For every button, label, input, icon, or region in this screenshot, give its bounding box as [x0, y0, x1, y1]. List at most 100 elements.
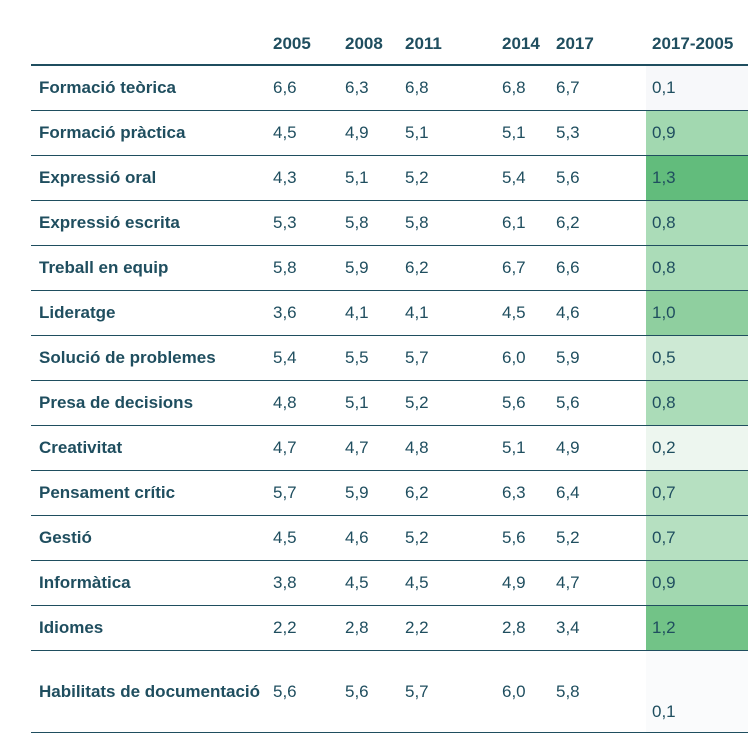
cell-2014: 5,6: [494, 380, 548, 426]
cell-2011: 4,1: [397, 290, 494, 336]
cell-2014: 6,1: [494, 200, 548, 246]
cell-2014: 6,3: [494, 470, 548, 516]
cell-2017: 5,6: [548, 380, 646, 426]
cell-diff: 0,8: [646, 380, 748, 426]
table-row: Expressió escrita 5,3 5,8 5,8 6,1 6,2 0,8: [31, 200, 748, 246]
cell-2014: 5,6: [494, 515, 548, 561]
row-label: Expressió oral: [31, 155, 265, 201]
cell-2005: 5,8: [265, 245, 337, 291]
cell-2011: 4,5: [397, 560, 494, 606]
cell-2005: 5,7: [265, 470, 337, 516]
cell-diff: 0,5: [646, 335, 748, 381]
cell-2005: 4,5: [265, 515, 337, 561]
table-row: Solució de problemes 5,4 5,5 5,7 6,0 5,9 0,5: [31, 335, 748, 381]
cell-2017: 6,4: [548, 470, 646, 516]
cell-2005: 4,3: [265, 155, 337, 201]
row-label-text: Habilitats de documentació: [39, 681, 261, 701]
cell-2017: 5,2: [548, 515, 646, 561]
cell-2017: 5,8: [548, 650, 646, 733]
row-label: Habilitats de documentació: [31, 650, 265, 733]
table-row: Expressió oral 4,3 5,1 5,2 5,4 5,6 1,3: [31, 155, 748, 201]
cell-2017: 4,7: [548, 560, 646, 606]
row-label: Formació pràctica: [31, 110, 265, 156]
cell-2005: 4,7: [265, 425, 337, 471]
cell-2011: 5,2: [397, 155, 494, 201]
table-row: Creativitat 4,7 4,7 4,8 5,1 4,9 0,2: [31, 425, 748, 471]
cell-diff: 0,8: [646, 245, 748, 291]
row-label: Informàtica: [31, 560, 265, 606]
cell-2014: 4,9: [494, 560, 548, 606]
cell-2014: 5,1: [494, 425, 548, 471]
table-row: Formació pràctica 4,5 4,9 5,1 5,1 5,3 0,9: [31, 110, 748, 156]
cell-2017: 6,7: [548, 65, 646, 111]
cell-2014: 6,7: [494, 245, 548, 291]
header-label: [31, 23, 265, 66]
cell-2008: 4,1: [337, 290, 397, 336]
cell-2008: 5,9: [337, 470, 397, 516]
row-label: Formació teòrica: [31, 65, 265, 111]
cell-2008: 4,6: [337, 515, 397, 561]
cell-2005: 3,6: [265, 290, 337, 336]
cell-2008: 4,5: [337, 560, 397, 606]
cell-2014: 6,0: [494, 650, 548, 733]
cell-2005: 2,2: [265, 605, 337, 651]
header-diff: 2017-2005: [646, 23, 748, 66]
cell-2008: 5,1: [337, 155, 397, 201]
cell-2017: 5,9: [548, 335, 646, 381]
cell-2011: 5,1: [397, 110, 494, 156]
competencies-table: 2005 2008 2011 2014 2017 2017-2005 Forma…: [31, 23, 748, 733]
row-label: Expressió escrita: [31, 200, 265, 246]
cell-2011: 2,2: [397, 605, 494, 651]
cell-diff: 0,1: [646, 65, 748, 111]
table-row: Formació teòrica 6,6 6,3 6,8 6,8 6,7 0,1: [31, 65, 748, 111]
table-row: Pensament crític 5,7 5,9 6,2 6,3 6,4 0,7: [31, 470, 748, 516]
row-label: Gestió: [31, 515, 265, 561]
row-label: Presa de decisions: [31, 380, 265, 426]
table-row: Treball en equip 5,8 5,9 6,2 6,7 6,6 0,8: [31, 245, 748, 291]
cell-2014: 5,4: [494, 155, 548, 201]
cell-diff: 1,0: [646, 290, 748, 336]
cell-2008: 5,8: [337, 200, 397, 246]
table-row: Presa de decisions 4,8 5,1 5,2 5,6 5,6 0,8: [31, 380, 748, 426]
cell-diff: 0,9: [646, 110, 748, 156]
cell-diff: 0,1: [646, 650, 748, 733]
cell-2005: 5,4: [265, 335, 337, 381]
cell-2011: 5,2: [397, 515, 494, 561]
header-2014: 2014: [494, 23, 548, 66]
row-label: Lideratge: [31, 290, 265, 336]
cell-diff: 0,7: [646, 515, 748, 561]
table-row: Habilitats de documentació 5,6 5,6 5,7 6,0 5,…: [31, 650, 748, 733]
cell-diff: 1,3: [646, 155, 748, 201]
cell-2011: 5,8: [397, 200, 494, 246]
cell-diff: 0,9: [646, 560, 748, 606]
header-2005: 2005: [265, 23, 337, 66]
cell-2011: 6,2: [397, 245, 494, 291]
cell-2017: 4,9: [548, 425, 646, 471]
cell-2014: 4,5: [494, 290, 548, 336]
cell-2008: 5,6: [337, 650, 397, 733]
cell-2011: 4,8: [397, 425, 494, 471]
cell-2017: 5,6: [548, 155, 646, 201]
row-label: Pensament crític: [31, 470, 265, 516]
cell-2005: 4,8: [265, 380, 337, 426]
header-2008: 2008: [337, 23, 397, 66]
cell-2008: 4,7: [337, 425, 397, 471]
cell-2005: 5,6: [265, 650, 337, 733]
cell-2008: 5,5: [337, 335, 397, 381]
cell-2014: 2,8: [494, 605, 548, 651]
cell-2008: 2,8: [337, 605, 397, 651]
cell-2014: 5,1: [494, 110, 548, 156]
cell-2008: 5,9: [337, 245, 397, 291]
cell-diff: 0,8: [646, 200, 748, 246]
table-row: Informàtica 3,8 4,5 4,5 4,9 4,7 0,9: [31, 560, 748, 606]
cell-2014: 6,8: [494, 65, 548, 111]
cell-2017: 3,4: [548, 605, 646, 651]
row-label: Idiomes: [31, 605, 265, 651]
cell-2011: 5,7: [397, 650, 494, 733]
cell-2005: 5,3: [265, 200, 337, 246]
cell-2017: 6,2: [548, 200, 646, 246]
cell-2011: 6,8: [397, 65, 494, 111]
table-row: Lideratge 3,6 4,1 4,1 4,5 4,6 1,0: [31, 290, 748, 336]
table-row: Gestió 4,5 4,6 5,2 5,6 5,2 0,7: [31, 515, 748, 561]
cell-2017: 6,6: [548, 245, 646, 291]
